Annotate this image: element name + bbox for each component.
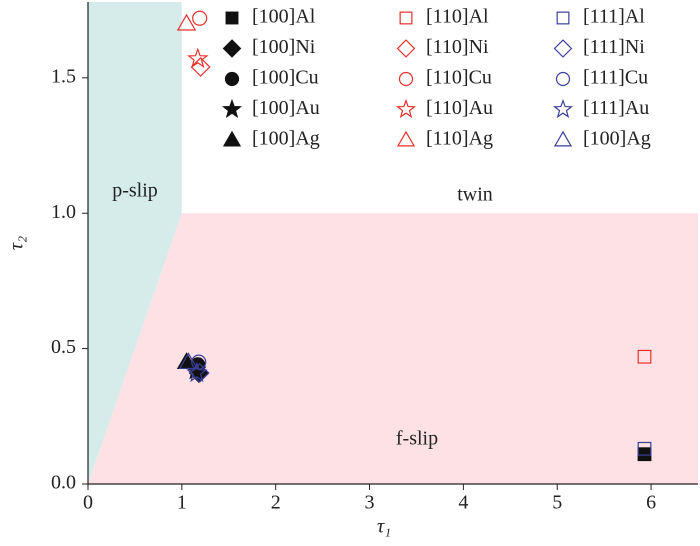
region-label: twin [457,184,493,206]
marker-star [187,47,209,68]
legend-marker [555,71,571,87]
legend-marker [224,71,240,87]
legend-label: [100]Al [252,6,316,28]
marker-star [186,361,208,383]
legend-label: [111]Ni [583,36,645,58]
legend-marker [552,98,574,119]
legend-marker [553,130,573,147]
legend-marker [222,130,242,147]
marker-diamond [190,57,211,77]
x-tick-label: 3 [365,492,375,514]
legend-label: [110]Ag [426,128,493,150]
legend-label: [110]Ni [426,36,489,58]
regions [88,2,698,484]
legend-label: [100]Ag [583,128,651,150]
legend-label: [111]Au [583,97,649,119]
y-axis-label: τ₂ [6,236,28,250]
legend-marker [221,98,243,119]
x-tick-label: 4 [458,492,468,514]
x-tick-label: 5 [552,492,562,514]
legend-marker [396,130,416,147]
legend-label: [110]Cu [426,67,492,89]
region [88,2,182,484]
marker-circle [192,10,208,26]
region-label: f-slip [396,428,438,450]
legend-label: [110]Al [426,6,489,28]
legend-marker [399,11,413,25]
plot [176,10,652,462]
x-tick-label: 6 [646,492,656,514]
y-tick-label: 0.0 [51,472,76,494]
legend-label: [100]Cu [252,67,319,89]
marker-square [637,349,652,364]
y-tick-label: 1.0 [51,201,76,223]
legend-marker [396,39,416,58]
marker-triangle [176,13,197,31]
legend-marker [225,11,239,25]
x-tick-label: 2 [271,492,281,514]
legend-label: [100]Ni [252,36,316,58]
marker-square [637,447,652,462]
region-label: p-slip [112,180,158,202]
legend-marker [398,71,414,87]
region [181,2,698,214]
x-tick-label: 1 [177,492,187,514]
marker-square [637,441,652,456]
x-tick-label: 0 [83,492,93,514]
legend-label: [100]Au [252,97,320,119]
legend-label: [100]Ag [252,128,320,150]
legend-label: [111]Al [583,6,645,28]
legend-marker [556,11,570,25]
legend-marker [553,39,573,58]
y-tick-label: 1.5 [51,65,76,87]
region [88,213,698,484]
legend-label: [110]Au [426,97,493,119]
legend-marker [222,39,242,58]
y-tick-label: 0.5 [51,336,76,358]
marker-triangle [178,352,199,370]
x-axis-label: τ₁ [377,516,391,538]
legend-marker [395,98,417,119]
legend-label: [111]Cu [583,67,648,89]
